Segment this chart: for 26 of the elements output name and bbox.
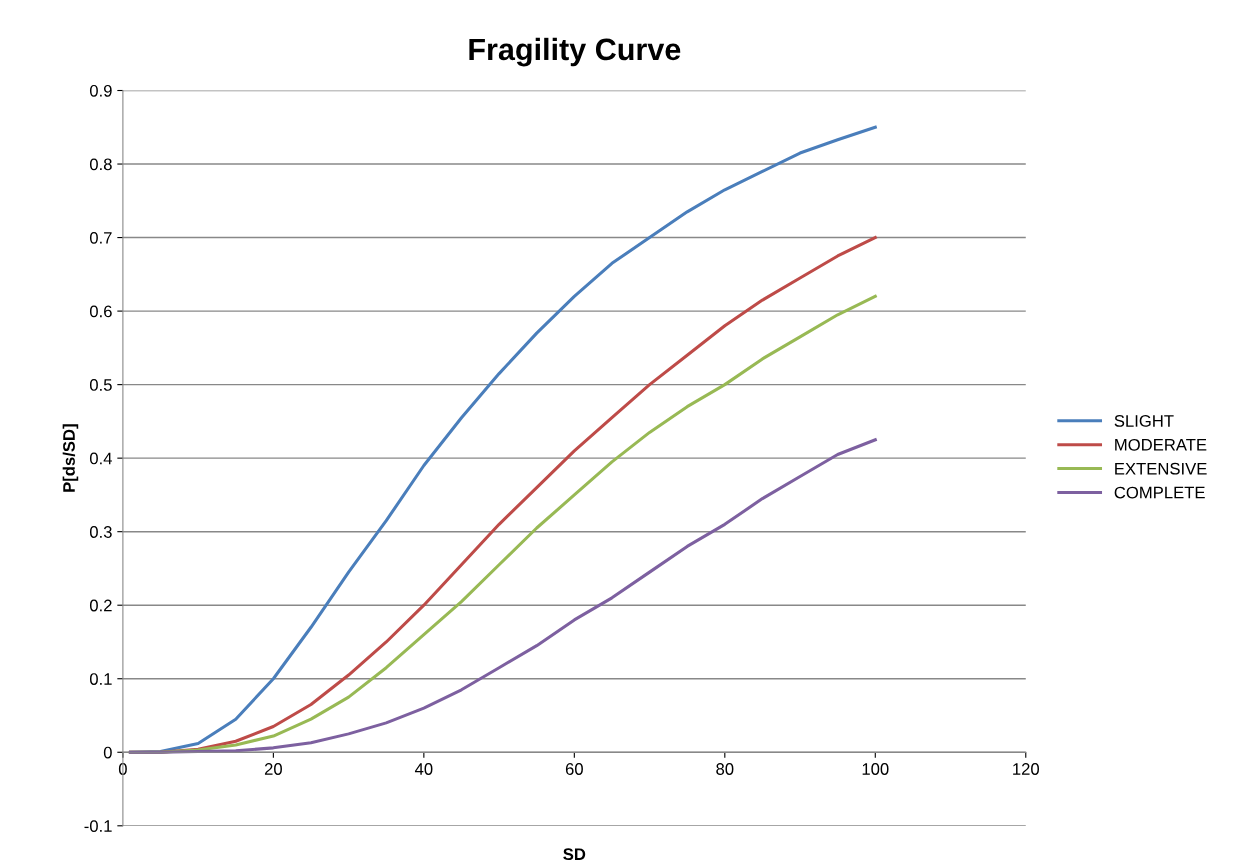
chart-title: Fragility Curve bbox=[469, 37, 681, 67]
y-tick-label: 0.8 bbox=[89, 158, 112, 171]
y-tick-label: 0.2 bbox=[89, 599, 112, 612]
legend-label: SLIGHT bbox=[1114, 415, 1174, 427]
y-tick-label: 0.6 bbox=[89, 305, 112, 318]
y-tick-label: 0.7 bbox=[89, 231, 112, 244]
legend-label: EXTENSIVE bbox=[1115, 462, 1207, 475]
y-tick-label: -0.1 bbox=[84, 820, 112, 832]
x-tick-label: 120 bbox=[1013, 763, 1040, 775]
x-tick-label: 20 bbox=[264, 763, 282, 775]
y-tick-label: 0.3 bbox=[89, 526, 112, 538]
legend-label: COMPLETE bbox=[1114, 486, 1205, 499]
y-tick-label: 0.4 bbox=[89, 452, 112, 465]
y-tick-label: 0.1 bbox=[89, 673, 112, 685]
line-series bbox=[128, 438, 877, 754]
x-axis-title: SD bbox=[563, 848, 586, 861]
x-tick-label: 100 bbox=[862, 763, 889, 775]
x-tick-label: 0 bbox=[118, 763, 127, 775]
y-axis-title: P[ds/SD] bbox=[62, 424, 79, 492]
x-tick-label: 60 bbox=[565, 763, 583, 775]
legend-label: MODERATE bbox=[1115, 438, 1207, 451]
x-tick-label: 80 bbox=[716, 763, 734, 775]
y-tick-label: 0.9 bbox=[89, 84, 112, 97]
x-tick-label: 40 bbox=[414, 763, 433, 775]
y-tick-label: 0.5 bbox=[89, 379, 112, 391]
y-tick-label: 0 bbox=[103, 746, 112, 759]
